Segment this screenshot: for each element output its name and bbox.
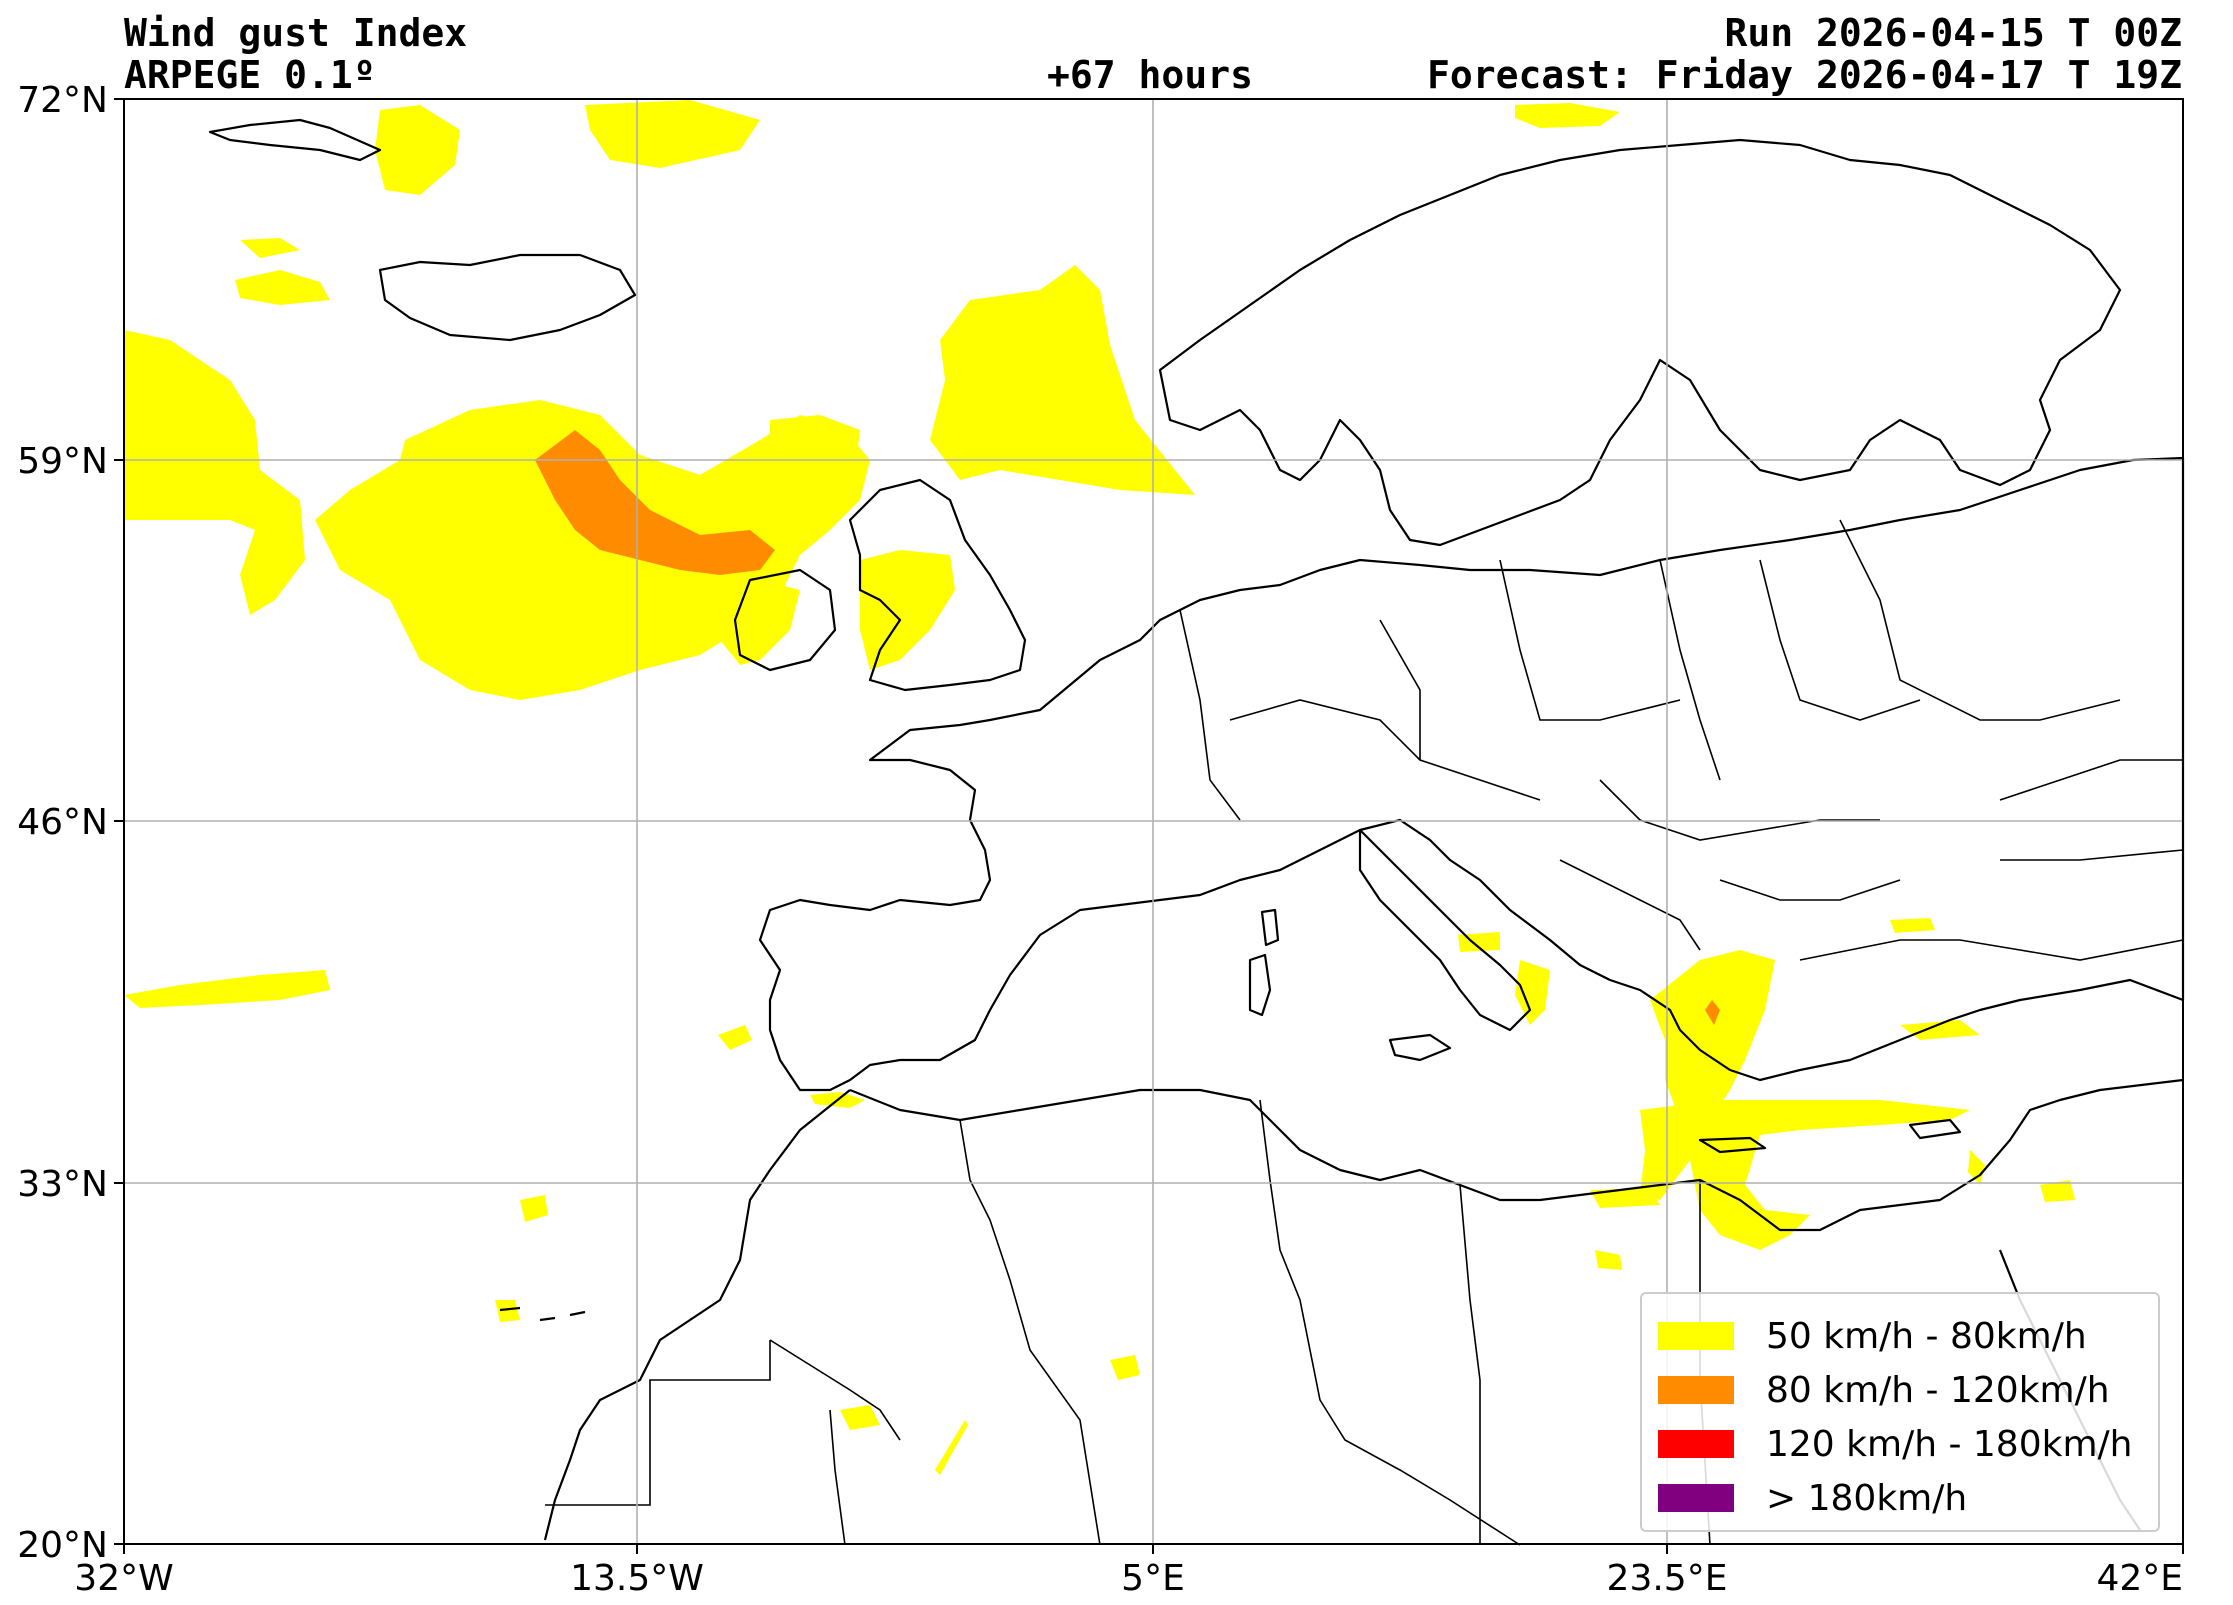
legend-item: 80 km/h - 120km/h <box>1658 1369 2110 1411</box>
legend-label: 120 km/h - 180km/h <box>1766 1423 2133 1465</box>
coastline-corsica <box>1260 908 1280 947</box>
legend-label: 80 km/h - 120km/h <box>1766 1369 2110 1411</box>
graticule <box>124 99 2183 1544</box>
gust-zone-jan-mayen <box>585 100 760 168</box>
coastline-morocco-atlantic <box>543 1089 851 1541</box>
gust-zone-ionian <box>1515 960 1550 1025</box>
lon-tick-label: 5°E <box>1121 1558 1185 1599</box>
lead-time-label: +67 hours <box>1047 53 1253 97</box>
legend-swatch-red <box>1658 1430 1734 1458</box>
lon-tick-label: 42°E <box>2096 1558 2183 1599</box>
gust-zone-canaries-b <box>495 1300 520 1322</box>
coastline-north-africa <box>849 1078 2184 1232</box>
coastline-cyprus <box>1908 1118 1962 1140</box>
lat-tick-label: 59°N <box>17 441 108 482</box>
gust-zone-sahara-streak <box>935 1420 968 1475</box>
gust-zone-aegean <box>1650 950 1775 1120</box>
coastline-britain <box>848 478 1027 692</box>
coastline-sicily <box>1388 1033 1452 1062</box>
gust-zone-sahara-b <box>840 1405 880 1430</box>
legend-swatch-yellow <box>1658 1322 1734 1350</box>
border-lines-africa <box>545 1099 1711 1546</box>
gust-zone-levant <box>1968 1150 1985 1185</box>
lon-tick-label: 32°W <box>74 1558 173 1599</box>
legend-item: 120 km/h - 180km/h <box>1658 1423 2133 1465</box>
gust-zone-biscay <box>860 550 955 670</box>
coastline-ireland <box>733 568 837 672</box>
coastline-italy <box>1358 828 1532 1032</box>
lon-tick-label: 13.5°W <box>570 1558 704 1599</box>
gust-zone-red-sea <box>2040 1180 2075 1202</box>
gust-zone-east-med <box>1640 1100 1970 1250</box>
lat-tick-label: 33°N <box>17 1164 108 1205</box>
lat-tick-label: 72°N <box>17 80 108 121</box>
lat-tick-label: 46°N <box>17 802 108 843</box>
gust-zone-anatolia <box>1900 1020 1980 1040</box>
coastline-iceland <box>378 253 637 342</box>
coastline-crete <box>1698 1136 1767 1154</box>
map-title: Wind gust Index <box>124 11 468 55</box>
gust-zone-atlantic-core <box>535 430 775 575</box>
model-label: ARPEGE 0.1º <box>124 53 376 97</box>
gust-zone-iceland-strip <box>235 270 330 305</box>
gust-zone-greenland-sea <box>240 238 300 258</box>
run-label: Run 2026-04-15 T 00Z <box>1724 11 2182 55</box>
coastline-continent <box>758 456 2185 1092</box>
gust-zone-west-edge <box>124 330 305 615</box>
lon-tick-label: 23.5°E <box>1607 1558 1728 1599</box>
gust-zone-north-sea <box>930 265 1195 495</box>
gust-zone-scotland <box>770 415 860 490</box>
coastline-canaries <box>499 1306 586 1322</box>
lat-tick-label: 20°N <box>17 1525 108 1566</box>
gust-zones-orange <box>535 430 1720 1025</box>
coastline-greenland <box>208 118 382 162</box>
coastline-scandinavia <box>1158 138 2122 547</box>
legend-swatch-orange <box>1658 1376 1734 1404</box>
gust-zone-madeira-gap <box>718 1025 752 1050</box>
gust-zone-svalbard <box>1515 103 1620 128</box>
gust-zone-aegean-core <box>1705 1000 1720 1025</box>
coastline-sardinia <box>1248 953 1272 1017</box>
border-lines-europe <box>1179 519 2184 961</box>
gust-zone-libya <box>1595 1250 1622 1270</box>
gust-zone-canaries-a <box>520 1195 548 1222</box>
gust-zone-azores <box>124 970 330 1008</box>
legend-item: > 180km/h <box>1658 1477 1968 1519</box>
gust-zone-iceland-north <box>375 105 460 195</box>
legend-item: 50 km/h - 80km/h <box>1658 1315 2087 1357</box>
gust-zone-ireland-west <box>720 580 800 665</box>
legend-label: > 180km/h <box>1766 1477 1968 1519</box>
axis-ticks <box>114 98 2184 1554</box>
forecast-label: Forecast: Friday 2026-04-17 T 19Z <box>1427 53 2182 97</box>
legend-label: 50 km/h - 80km/h <box>1766 1315 2087 1357</box>
gust-zones-yellow <box>124 100 2075 1475</box>
legend-swatch-purple <box>1658 1484 1734 1512</box>
gust-zone-sahara-a <box>1110 1355 1140 1380</box>
gust-zone-black-sea <box>1890 918 1935 933</box>
gust-zone-egypt-coast <box>1590 1188 1660 1208</box>
legend: 50 km/h - 80km/h 80 km/h - 120km/h 120 k… <box>1640 1292 2160 1532</box>
